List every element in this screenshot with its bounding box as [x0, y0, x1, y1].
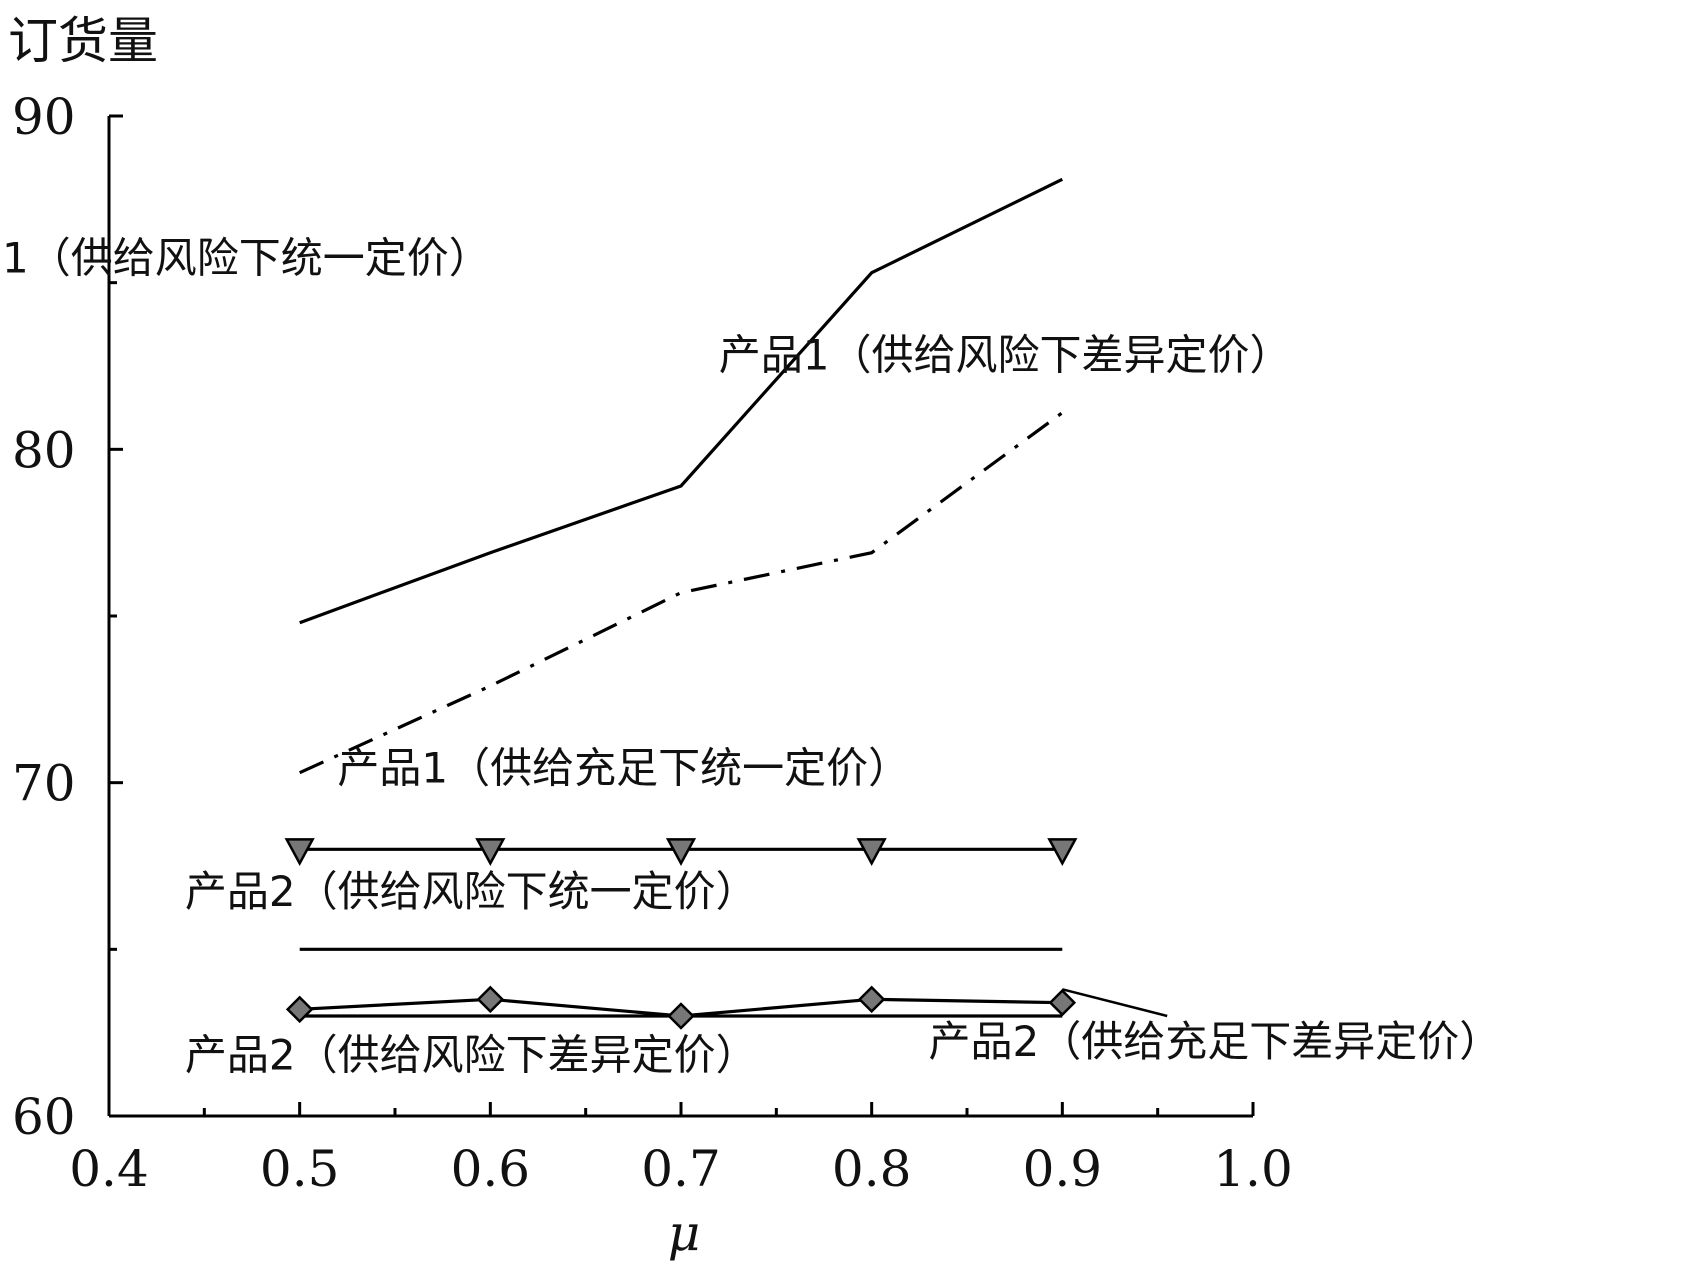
y-tick-label: 70 — [12, 755, 76, 813]
series-line-1 — [299, 411, 1064, 775]
series-1 — [299, 411, 1064, 775]
x-axis-title: μ — [668, 1204, 701, 1261]
series-point-triangle — [475, 838, 506, 866]
series-point-diamond — [667, 1002, 695, 1030]
series-2 — [284, 838, 1078, 866]
labels-layer: 产品1（供给风险下统一定价） 产品1（供给风险下差异定价） 产品1（供给充足下统一定… — [0, 234, 1501, 1080]
y-tick-label: 90 — [12, 88, 76, 146]
series-point-diamond — [285, 995, 314, 1024]
series-label-2: 产品1（供给充足下统一定价） — [337, 744, 910, 793]
series-label-3: 产品2（供给风险下统一定价） — [185, 867, 758, 916]
series-label-1: 产品1（供给风险下差异定价） — [719, 330, 1292, 379]
series-point-diamond — [1048, 988, 1077, 1017]
x-tick-label: 0.8 — [832, 1140, 912, 1198]
series-point-triangle — [856, 838, 887, 866]
series-point-triangle — [665, 838, 697, 866]
y-tick-label: 80 — [12, 421, 76, 479]
axes: 0.4 0.5 0.6 0.7 0.8 0.9 1.0 60 70 80 90 — [12, 88, 1293, 1198]
series-point-triangle — [284, 838, 315, 866]
series-0 — [299, 177, 1064, 625]
series-label-4: 产品2（供给风险下差异定价） — [185, 1030, 758, 1079]
series-point-triangle — [1047, 838, 1078, 866]
series-label-5: 产品2（供给充足下差异定价） — [928, 1017, 1501, 1066]
series-point-diamond — [857, 985, 886, 1014]
y-axis-title: 订货量 — [8, 12, 158, 70]
x-tick-label: 0.5 — [260, 1140, 340, 1198]
y-tick-label: 60 — [12, 1088, 76, 1146]
series-point-diamond — [476, 985, 505, 1014]
x-tick-label: 0.6 — [451, 1140, 531, 1198]
series-5 — [285, 985, 1077, 1030]
x-tick-label: 0.9 — [1023, 1140, 1103, 1198]
x-tick-label: 1.0 — [1213, 1140, 1293, 1198]
x-tick-label: 0.7 — [641, 1140, 721, 1198]
x-tick-label: 0.4 — [69, 1140, 149, 1198]
series-label-0: 产品1（供给风险下统一定价） — [0, 234, 491, 283]
annotation-leader-line — [1062, 988, 1168, 1018]
series-layer — [284, 177, 1078, 1030]
series-line-0 — [299, 177, 1064, 625]
